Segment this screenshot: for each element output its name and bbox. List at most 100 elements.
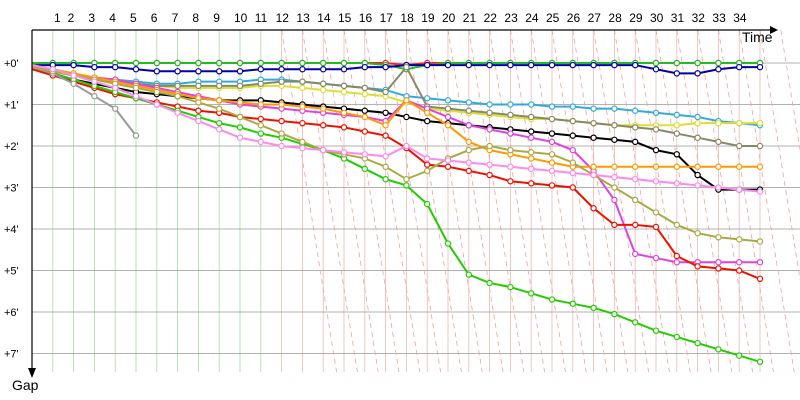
data-point — [236, 99, 244, 106]
data-point — [715, 59, 722, 67]
data-point — [569, 103, 577, 110]
data-point — [361, 128, 368, 135]
data-point — [340, 149, 348, 156]
series-line — [31, 65, 760, 147]
data-point — [403, 113, 410, 121]
series-line — [31, 66, 761, 127]
data-point — [507, 101, 514, 108]
series-line — [31, 68, 761, 280]
data-point — [590, 134, 597, 141]
data-point — [528, 61, 535, 69]
data-point — [215, 119, 223, 127]
data-point — [673, 111, 681, 119]
data-point — [756, 119, 764, 127]
data-point — [257, 80, 264, 87]
data-point — [673, 151, 681, 158]
lap-diagonal — [364, 29, 421, 373]
data-point — [632, 138, 639, 146]
data-point — [548, 138, 556, 146]
data-point — [299, 103, 306, 110]
data-point — [486, 126, 493, 133]
data-point — [528, 113, 535, 121]
data-point — [590, 105, 597, 112]
data-point — [673, 180, 681, 187]
lap-diagonal — [302, 29, 358, 373]
lap-diagonal — [426, 29, 483, 373]
data-point — [132, 59, 140, 67]
x-tick-label: 2 — [68, 11, 75, 25]
data-point — [174, 68, 181, 75]
series-line — [31, 66, 137, 137]
data-point — [132, 66, 140, 73]
data-point — [694, 339, 701, 347]
data-point — [486, 161, 493, 168]
data-point — [548, 130, 556, 137]
data-point — [569, 61, 577, 69]
data-point — [70, 80, 77, 87]
x-tick-label: 34 — [733, 11, 747, 25]
data-point — [444, 163, 452, 170]
data-point — [632, 124, 639, 131]
data-point — [611, 105, 618, 112]
x-tick-label: 31 — [671, 11, 685, 25]
data-point — [652, 59, 660, 67]
x-tick-label: 29 — [629, 11, 643, 25]
lap-diagonal — [593, 29, 649, 373]
data-point — [528, 290, 535, 297]
x-tick-label: 27 — [588, 11, 602, 25]
data-point — [632, 196, 639, 204]
x-tick-label: 20 — [442, 11, 456, 25]
data-point — [632, 61, 639, 69]
data-point — [528, 155, 535, 162]
series-12 — [31, 66, 140, 139]
data-point — [673, 122, 681, 129]
x-axis-label: Time — [742, 29, 773, 45]
series-line — [31, 64, 760, 168]
data-point — [340, 82, 348, 90]
data-point — [215, 82, 223, 90]
data-point — [70, 61, 77, 69]
series-line — [31, 66, 761, 243]
series-line — [31, 64, 761, 193]
data-point — [382, 163, 389, 170]
data-point — [403, 97, 410, 104]
data-point — [528, 149, 535, 156]
y-tick-labels: +0' +1' +2' +3' +4' +5' +6' +7' — [4, 58, 19, 361]
data-point — [548, 115, 556, 123]
data-point — [736, 163, 743, 170]
data-point — [111, 105, 119, 112]
data-point — [340, 124, 348, 131]
data-point — [694, 171, 701, 179]
data-point — [320, 146, 327, 154]
data-point — [590, 171, 597, 179]
data-point — [673, 130, 681, 137]
x-tick-label: 8 — [192, 11, 199, 25]
data-point — [486, 171, 493, 179]
data-point — [673, 221, 681, 229]
data-point — [361, 151, 368, 158]
y-tick-label: +3' — [4, 183, 19, 195]
data-point — [278, 117, 285, 125]
data-point — [673, 70, 681, 77]
x-tick-label: 11 — [255, 11, 268, 25]
data-point — [444, 122, 452, 129]
data-point — [153, 59, 160, 67]
lap-diagonal — [697, 29, 753, 373]
data-point — [153, 101, 160, 108]
data-point — [673, 333, 681, 341]
data-point — [611, 173, 618, 181]
data-point — [278, 78, 285, 85]
data-point — [320, 86, 327, 94]
data-point — [257, 66, 264, 73]
data-point — [652, 163, 660, 170]
y-axis-arrow-icon — [28, 368, 36, 378]
data-point — [486, 101, 493, 108]
data-point — [611, 196, 618, 204]
data-point — [257, 138, 264, 146]
data-point — [174, 109, 181, 117]
data-point — [278, 59, 285, 67]
x-tick-label: 24 — [525, 11, 539, 25]
data-point — [320, 122, 327, 129]
data-point — [444, 105, 452, 112]
